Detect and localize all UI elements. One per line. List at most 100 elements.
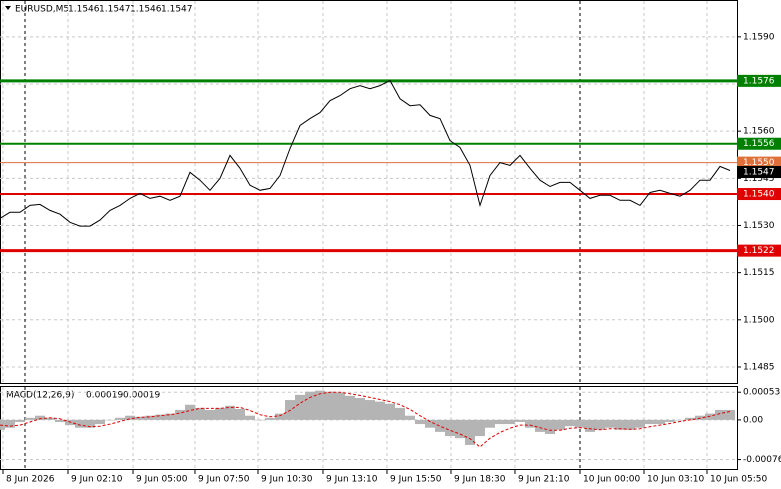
x-tick-label: 8 Jun 2026: [6, 475, 55, 485]
macd-bar: [295, 394, 305, 420]
macd-bar: [605, 419, 615, 428]
x-tick-label: 9 Jun 21:10: [518, 475, 570, 485]
macd-bar: [135, 416, 145, 420]
level-label: 1.1576: [743, 76, 775, 86]
last-price-label: 1.1547: [743, 168, 775, 178]
price-line: [0, 79, 731, 227]
macd-bar: [655, 419, 665, 425]
macd-bar: [265, 417, 275, 420]
x-tick-label: 9 Jun 13:10: [326, 475, 378, 485]
level-label-box: [737, 244, 781, 257]
macd-bar: [405, 415, 415, 420]
macd-bar: [5, 419, 15, 428]
level-label-box: [737, 137, 781, 150]
macd-bar: [15, 419, 25, 422]
macd-bar: [145, 415, 155, 420]
macd-bar: [195, 407, 205, 420]
y-tick-label: 1.1515: [743, 268, 775, 278]
macd-bar: [0, 419, 5, 430]
y-tick-label: 1.1590: [743, 32, 775, 42]
macd-bar: [595, 419, 605, 430]
macd-bar: [305, 391, 315, 420]
macd-bar: [445, 419, 455, 437]
macd-bar: [175, 409, 185, 420]
macd-bar: [575, 419, 585, 428]
x-tick-label: 9 Jun 05:00: [136, 475, 188, 485]
macd-bar: [235, 408, 245, 420]
macd-bar: [335, 392, 345, 420]
macd-bar: [45, 417, 55, 420]
macd-bar: [375, 401, 385, 420]
macd-bar: [435, 419, 445, 432]
macd-bar: [495, 419, 505, 425]
macd-bar: [705, 413, 715, 420]
y-tick-label: 0.00: [743, 415, 763, 425]
macd-bar: [675, 419, 685, 421]
macd-bar: [345, 395, 355, 420]
macd-bar: [185, 404, 195, 420]
macd-bar: [105, 419, 115, 421]
macd-bar: [415, 419, 425, 425]
level-label-box: [737, 156, 781, 169]
x-tick-label: 9 Jun 10:30: [261, 475, 313, 485]
x-tick-label: 9 Jun 02:10: [71, 475, 123, 485]
macd-bar: [395, 407, 405, 420]
macd-bar: [485, 419, 495, 428]
macd-bar: [455, 419, 465, 439]
symbol-title: EURUSD,M5: [15, 5, 69, 15]
macd-title: MACD(12,26,9): [6, 391, 74, 401]
y-tick-label: -0.00076: [743, 455, 781, 465]
macd-bar: [665, 419, 675, 422]
macd-bar: [365, 400, 375, 420]
y-tick-label: 1.1560: [743, 127, 775, 137]
macd-bar: [515, 419, 525, 422]
macd-bar: [275, 413, 285, 420]
macd-bar: [535, 419, 545, 432]
macd-bar: [215, 407, 225, 420]
macd-bar: [245, 415, 255, 420]
ohlc-value: 1.1546: [130, 5, 162, 15]
macd-bar: [615, 419, 625, 430]
y-tick-label: 1.1500: [743, 315, 775, 325]
macd-bar: [465, 419, 475, 445]
ohlc-value: 1.1547: [99, 5, 131, 15]
macd-bar: [555, 419, 565, 430]
macd-bar: [545, 419, 555, 434]
macd-bar: [715, 409, 725, 420]
macd-bar: [255, 419, 265, 421]
macd-bar: [725, 409, 735, 420]
y-tick-label: 1.1530: [743, 221, 775, 231]
macd-bar: [155, 414, 165, 420]
macd-bar: [205, 409, 215, 420]
macd-value: 0.00019: [86, 391, 123, 401]
macd-bar: [315, 390, 325, 420]
y-tick-label: 1.1485: [743, 362, 775, 372]
macd-bar: [385, 403, 395, 420]
macd-bar: [85, 419, 95, 428]
macd-bar: [165, 413, 175, 420]
y-tick-label: 0.00053: [743, 388, 780, 398]
macd-bar: [225, 405, 235, 420]
macd-bar: [125, 415, 135, 420]
level-label: 1.1550: [743, 158, 775, 168]
macd-bar: [25, 417, 35, 420]
level-label: 1.1522: [743, 246, 775, 256]
macd-bar: [75, 419, 85, 428]
header-arrow: [5, 6, 11, 10]
macd-bar: [525, 419, 535, 428]
x-tick-label: 9 Jun 15:50: [390, 475, 442, 485]
level-label: 1.1540: [743, 190, 775, 200]
macd-bar: [35, 415, 45, 420]
macd-bar: [565, 419, 575, 427]
macd-bar: [425, 419, 435, 428]
macd-bar: [355, 397, 365, 420]
y-tick-label: 1.1545: [743, 174, 775, 184]
macd-bar: [325, 391, 335, 420]
signal-line: [0, 391, 731, 448]
macd-value: 0.00019: [123, 391, 160, 401]
macd-bar: [475, 419, 485, 437]
x-tick-label: 9 Jun 07:50: [198, 475, 250, 485]
macd-bar: [115, 417, 125, 420]
x-tick-label: 10 Jun 05:50: [710, 475, 767, 485]
